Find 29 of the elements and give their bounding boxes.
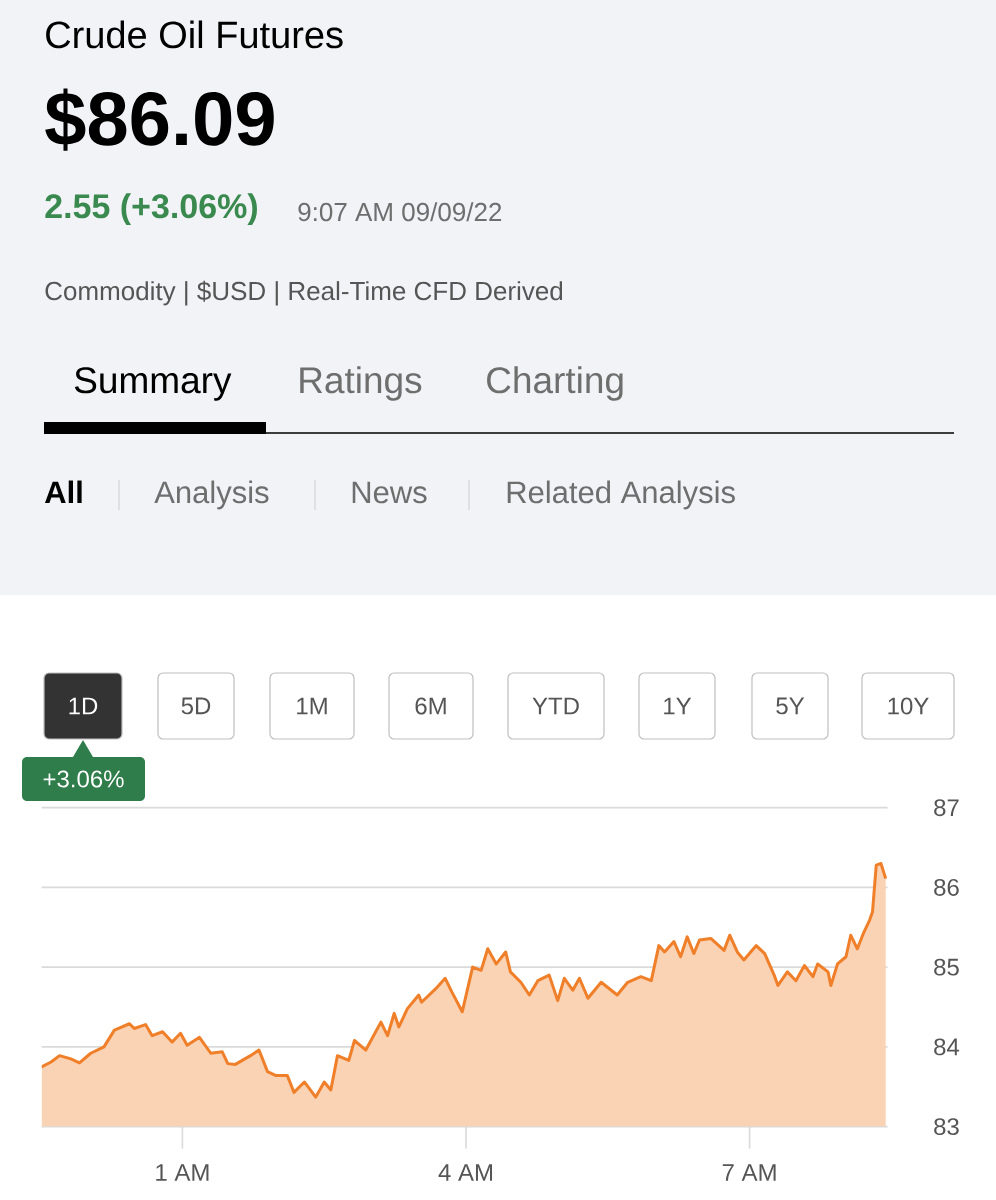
y-tick-label: 86 [934,878,959,896]
text: Analysis [154,480,269,510]
text: 5Y [776,697,805,715]
text: +3.06% [43,770,124,788]
text: 5D [181,697,211,715]
x-tick-label: 7 AM [722,1164,776,1181]
text: Charting [487,366,623,401]
y-tick-label: 83 [934,1118,959,1136]
text: Commodity | $USD | Real-Time CFD Derived [45,280,563,306]
text: Ratings [300,366,422,401]
text: 2.55 (+3.06%) [45,193,257,226]
text: News [352,481,427,504]
y-tick-label: 84 [934,1038,960,1056]
text: Related Analysis [507,480,735,510]
text: All [44,480,82,503]
text: Summary [74,367,232,401]
y-tick-label: 85 [934,958,959,976]
text: YTD [532,697,579,715]
y-tick-label: 87 [934,799,959,817]
text: $86.09 [45,88,274,151]
text: 9:07 AM 09/09/22 [298,202,502,222]
x-tick-label: 4 AM [438,1164,493,1181]
text: 10Y [888,697,929,715]
text: 1M [297,697,327,715]
x-tick-label: 1 AM [156,1164,209,1181]
text: 1Y [664,697,692,715]
chart-title: Crude Oil Futures [46,20,343,49]
text: 1D [69,697,98,715]
text: 6M [415,697,446,715]
